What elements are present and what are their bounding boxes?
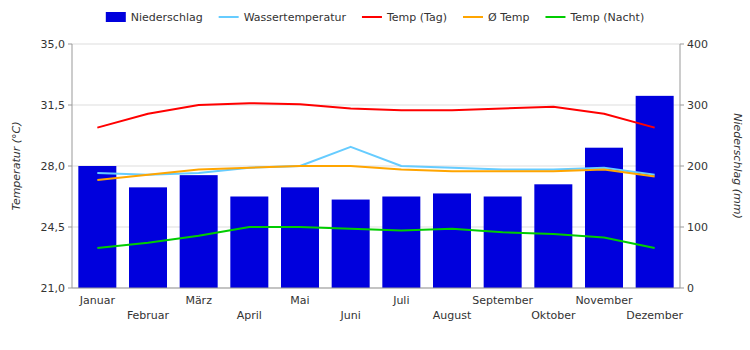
y2-axis <box>680 44 681 288</box>
y-tick <box>68 44 72 45</box>
y-tick <box>68 105 72 106</box>
legend-label: Niederschlag <box>131 11 203 24</box>
y-axis <box>72 44 73 288</box>
legend: Niederschlag Wassertemperatur Temp (Tag) Ø … <box>106 11 644 24</box>
grid-line <box>72 105 680 106</box>
x-tick-label: September <box>472 294 533 307</box>
x-tick-label: Juli <box>392 294 409 307</box>
bar <box>180 175 218 288</box>
legend-item: Temp (Nacht) <box>545 11 644 24</box>
bar <box>230 197 268 289</box>
x-tick-label: August <box>433 309 472 322</box>
plot-data <box>78 96 673 288</box>
legend-item: Ø Temp <box>463 11 529 24</box>
y2-tick-label: 100 <box>687 221 708 234</box>
y2-tick-label: 400 <box>687 38 708 51</box>
y2-tick <box>680 105 684 106</box>
bar <box>281 187 319 288</box>
bar <box>484 197 522 289</box>
legend-item: Temp (Tag) <box>362 11 447 24</box>
y-tick-label: 35,0 <box>41 38 66 51</box>
legend-swatch <box>362 16 382 18</box>
y-tick <box>68 227 72 228</box>
y-tick-label: 31,5 <box>41 99 66 112</box>
legend-swatch <box>545 16 565 18</box>
legend-label: Temp (Tag) <box>386 11 447 24</box>
y-tick-label: 21,0 <box>41 282 66 295</box>
legend-item: Niederschlag <box>106 11 203 24</box>
legend-label: Temp (Nacht) <box>569 11 644 24</box>
y2-tick <box>680 227 684 228</box>
line <box>97 227 654 248</box>
y2-tick-label: 0 <box>687 282 694 295</box>
x-tick-label: Juni <box>340 309 361 322</box>
y-tick-label: 28,0 <box>41 160 66 173</box>
bar <box>433 193 471 288</box>
bar <box>332 200 370 288</box>
y2-tick-label: 200 <box>687 160 708 173</box>
legend-swatch <box>219 16 239 18</box>
line <box>97 166 654 180</box>
y-tick <box>68 288 72 289</box>
bar <box>382 197 420 289</box>
x-tick-label: März <box>185 294 212 307</box>
y2-tick <box>680 166 684 167</box>
x-tick-label: Mai <box>290 294 309 307</box>
grid-line <box>72 44 680 45</box>
legend-label: Ø Temp <box>488 11 529 24</box>
y2-tick <box>680 288 684 289</box>
grid <box>72 44 680 288</box>
y-axis-label: Temperatur (°C) <box>10 122 23 211</box>
y2-tick <box>680 44 684 45</box>
legend-swatch <box>463 16 483 18</box>
y2-axis-label: Niederschlag (mm) <box>731 113 744 218</box>
line <box>97 103 654 127</box>
x-axis <box>72 288 680 289</box>
bar <box>78 166 116 288</box>
x-tick-label: April <box>237 309 262 322</box>
x-tick-label: November <box>575 294 633 307</box>
x-tick-label: Oktober <box>531 309 576 322</box>
x-tick-label: Februar <box>127 309 170 322</box>
x-tick-label: Dezember <box>626 309 683 322</box>
y2-tick-label: 300 <box>687 99 708 112</box>
grid-line <box>72 288 680 289</box>
y-tick <box>68 166 72 167</box>
y-tick-label: 24,5 <box>41 221 66 234</box>
bar <box>534 184 572 288</box>
legend-item: Wassertemperatur <box>219 11 347 24</box>
x-tick-label: Januar <box>79 294 116 307</box>
chart: 21,0 24,5 28,0 31,5 35,0 0 100 200 300 400 Januar F… <box>0 0 750 350</box>
legend-label: Wassertemperatur <box>244 11 347 24</box>
bar <box>129 187 167 288</box>
legend-swatch <box>106 12 126 22</box>
